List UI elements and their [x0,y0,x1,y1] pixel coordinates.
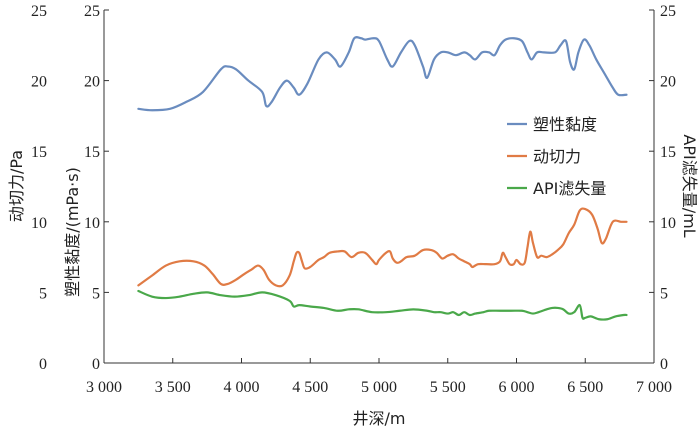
y-tick-label-outer: 5 [39,285,47,302]
x-axis-title: 井深/m [353,409,406,428]
y-tick-label-inner: 10 [84,215,100,232]
legend-label-2: API滤失量 [533,179,606,198]
y-axis-title-outer: 动切力/Pa [7,150,26,222]
legend-label-1: 动切力 [533,147,581,166]
y-tick-label-right: 15 [660,144,676,161]
series-line-0 [137,36,628,112]
y-tick-label-inner: 20 [84,74,100,91]
x-tick-label: 5 500 [430,379,466,396]
y-tick-label-right: 10 [660,215,676,232]
series-line-1 [137,207,628,288]
y-tick-label-right: 25 [660,3,676,20]
x-tick-label: 6 500 [567,379,603,396]
y-tick-label-inner: 0 [92,356,100,373]
x-tick-label: 5 000 [361,379,397,396]
ticks: 3 000 3 500 4 000 4 500 5 000 5 500 6 000 6 500… [31,3,676,396]
y-tick-label-right: 5 [660,285,668,302]
x-tick-label: 6 000 [499,379,535,396]
y-tick-label-outer: 10 [31,215,47,232]
x-tick-label: 7 000 [636,379,672,396]
y-axis-title-right: API滤失量/mL [680,134,699,237]
x-tick-label: 4 500 [292,379,328,396]
y-tick-label-inner: 25 [84,3,100,20]
y-tick-label-outer: 0 [39,356,47,373]
y-axis-title-inner: 塑性黏度/(mPa·s) [63,167,82,297]
y-tick-label-outer: 25 [31,3,47,20]
y-tick-label-right: 20 [660,74,676,91]
y-tick-label-right: 0 [660,356,668,373]
y-tick-label-outer: 20 [31,74,47,91]
x-tick-label: 3 500 [155,379,191,396]
y-tick-label-outer: 15 [31,144,47,161]
x-tick-label: 4 000 [224,379,260,396]
series-group [137,36,628,321]
series-line-2 [137,289,628,321]
y-tick-label-inner: 5 [92,285,100,302]
y-tick-label-inner: 15 [84,144,100,161]
legend-label-0: 塑性黏度 [533,115,597,134]
x-tick-label: 3 000 [86,379,122,396]
